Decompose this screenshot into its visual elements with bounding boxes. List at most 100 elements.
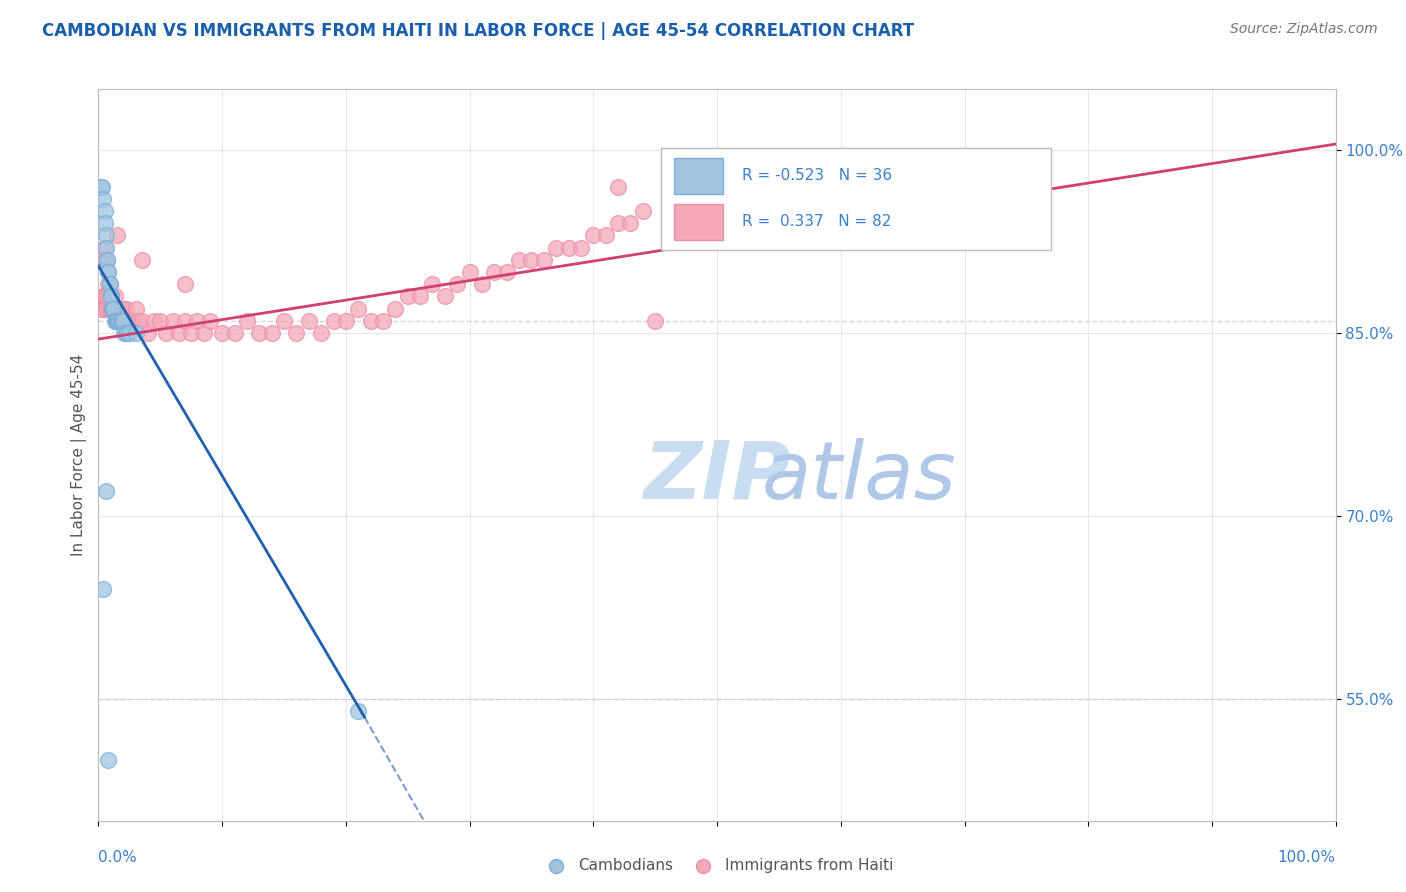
Text: R = -0.523   N = 36: R = -0.523 N = 36	[742, 168, 891, 183]
Point	[136, 326, 159, 340]
Bar	[673, 204, 723, 240]
Point	[107, 314, 129, 328]
Point	[91, 301, 114, 316]
Point	[384, 301, 406, 316]
Point	[98, 277, 121, 292]
Point	[100, 301, 122, 316]
Point	[347, 301, 370, 316]
Point	[110, 301, 132, 316]
Point	[94, 484, 117, 499]
Point	[111, 314, 134, 328]
Point	[193, 326, 215, 340]
Point	[607, 179, 630, 194]
Point	[96, 252, 118, 267]
Text: Source: ZipAtlas.com: Source: ZipAtlas.com	[1230, 22, 1378, 37]
Point	[94, 228, 117, 243]
Point	[97, 753, 120, 767]
Point	[118, 314, 141, 328]
Point	[110, 314, 132, 328]
Point	[107, 314, 129, 328]
Point	[103, 301, 125, 316]
Point	[97, 277, 120, 292]
Point	[112, 301, 135, 316]
Point	[167, 326, 190, 340]
Point	[260, 326, 283, 340]
Point	[93, 252, 115, 267]
Point	[93, 241, 115, 255]
Point	[101, 301, 124, 316]
Point	[114, 301, 136, 316]
Point	[422, 277, 444, 292]
Point	[149, 314, 172, 328]
Point	[143, 314, 166, 328]
Point	[127, 314, 149, 328]
Point	[433, 289, 456, 303]
Point	[607, 216, 630, 230]
Text: R =  0.337   N = 82: R = 0.337 N = 82	[742, 214, 891, 229]
Point	[619, 216, 641, 230]
Point	[104, 314, 127, 328]
Point	[484, 265, 506, 279]
Point	[347, 704, 370, 718]
Point	[94, 241, 117, 255]
Point	[103, 301, 125, 316]
Point	[105, 228, 128, 243]
Point	[174, 277, 197, 292]
Point	[595, 228, 617, 243]
Point	[93, 289, 115, 303]
Point	[162, 314, 184, 328]
Point	[114, 326, 136, 340]
Point	[224, 326, 246, 340]
Point	[124, 326, 146, 340]
Point	[631, 204, 654, 219]
Point	[105, 314, 128, 328]
Point	[105, 314, 128, 328]
Point	[533, 252, 555, 267]
Point	[105, 301, 128, 316]
Point	[446, 277, 468, 292]
Point	[180, 326, 202, 340]
Point	[124, 301, 146, 316]
Point	[236, 314, 259, 328]
Point	[360, 314, 382, 328]
Point	[100, 289, 122, 303]
Legend: Cambodians, Immigrants from Haiti: Cambodians, Immigrants from Haiti	[534, 852, 900, 879]
Point	[508, 252, 530, 267]
Point	[118, 326, 141, 340]
Point	[309, 326, 332, 340]
Point	[644, 314, 666, 328]
Point	[105, 314, 128, 328]
Point	[96, 301, 118, 316]
Point	[471, 277, 494, 292]
Point	[93, 216, 115, 230]
Point	[111, 314, 134, 328]
Point	[198, 314, 221, 328]
Point	[100, 289, 122, 303]
FancyBboxPatch shape	[661, 148, 1052, 250]
Point	[93, 289, 115, 303]
Point	[520, 252, 543, 267]
Point	[96, 252, 118, 267]
Point	[93, 204, 115, 219]
Point	[211, 326, 233, 340]
Point	[298, 314, 321, 328]
Point	[103, 301, 125, 316]
Point	[94, 289, 117, 303]
Point	[91, 179, 114, 194]
Point	[93, 192, 115, 206]
Point	[93, 582, 115, 596]
Text: 100.0%: 100.0%	[1278, 850, 1336, 865]
Point	[131, 314, 153, 328]
Point	[155, 326, 177, 340]
Point	[569, 241, 592, 255]
Bar	[673, 158, 723, 194]
Point	[112, 314, 135, 328]
Y-axis label: In Labor Force | Age 45-54: In Labor Force | Age 45-54	[72, 354, 87, 556]
Point	[335, 314, 357, 328]
Point	[103, 289, 125, 303]
Point	[112, 314, 135, 328]
Point	[103, 314, 125, 328]
Point	[115, 326, 138, 340]
Point	[557, 241, 579, 255]
Point	[122, 314, 145, 328]
